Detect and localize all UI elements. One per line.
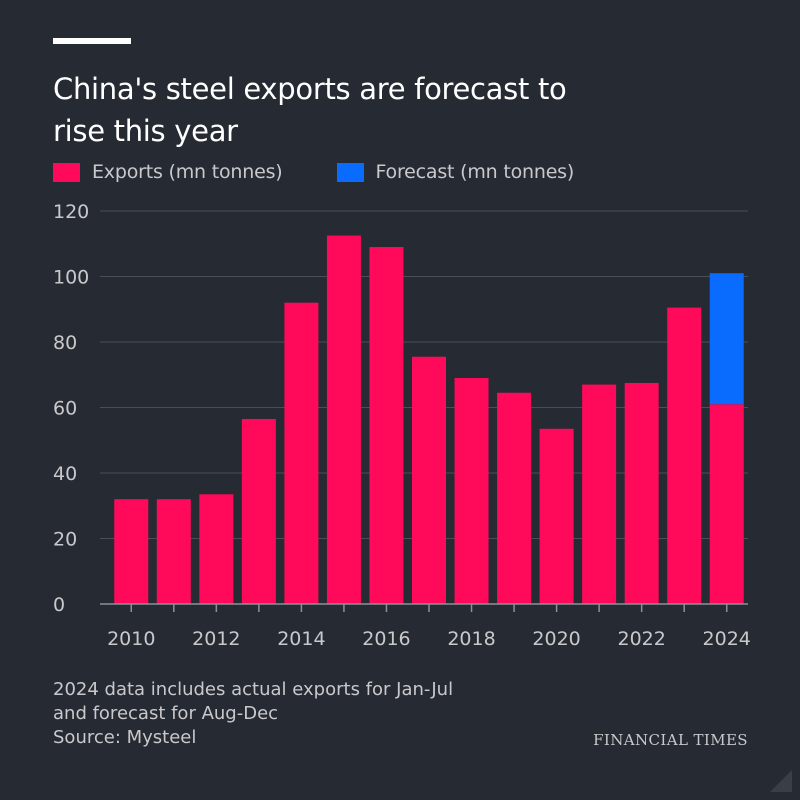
- bar-exports: [454, 378, 489, 604]
- note-line-1: 2024 data includes actual exports for Ja…: [53, 679, 454, 700]
- bar-exports: [624, 382, 659, 604]
- bar-exports: [412, 356, 446, 604]
- bar-exports: [241, 418, 276, 604]
- note-line-2: and forecast for Aug-Dec: [53, 703, 279, 724]
- bar-chart: 0 20 40 60 80 100 120 2010 2012 2014 2016 2018 2020 2…: [53, 201, 751, 650]
- x-tick-label: 2022: [617, 628, 665, 650]
- bar-exports: [114, 499, 149, 604]
- y-tick-label: 100: [53, 267, 89, 289]
- bar-exports: [539, 428, 574, 604]
- bar-exports: [369, 247, 404, 604]
- bar-exports: [582, 384, 617, 604]
- source-line: Source: Mysteel: [53, 727, 197, 748]
- header-accent-bar: [53, 38, 131, 44]
- y-tick-label: 0: [53, 594, 65, 616]
- x-tick-label: 2014: [277, 628, 325, 650]
- legend-label-exports: Exports (mn tonnes): [92, 161, 283, 183]
- legend-swatch-forecast: [336, 162, 364, 182]
- x-tick-label: 2016: [362, 628, 410, 650]
- bar-forecast: [709, 273, 744, 405]
- legend-item-forecast: Forecast (mn tonnes): [336, 161, 575, 183]
- bar-exports: [156, 499, 191, 604]
- y-tick-label: 40: [53, 463, 77, 485]
- x-tick-label: 2024: [703, 628, 751, 650]
- bar-exports: [667, 307, 702, 604]
- corner-fold-icon: [770, 770, 792, 792]
- x-tick-label: 2010: [107, 628, 155, 650]
- legend-item-exports: Exports (mn tonnes): [53, 161, 283, 183]
- legend-label-forecast: Forecast (mn tonnes): [375, 161, 575, 183]
- y-tick-label: 120: [53, 201, 89, 223]
- x-tick-label: 2012: [192, 628, 240, 650]
- chart-title-line2: rise this year: [53, 114, 238, 148]
- x-tick-label: 2020: [532, 628, 580, 650]
- financial-times-logo: FINANCIAL TIMES: [593, 731, 748, 749]
- y-tick-label: 60: [53, 398, 77, 420]
- chart-title: China's steel exports are forecast to ri…: [53, 68, 693, 152]
- bar-exports: [326, 235, 361, 604]
- chart-title-line1: China's steel exports are forecast to: [53, 72, 567, 106]
- x-tick-label: 2018: [447, 628, 495, 650]
- legend-swatch-exports: [53, 162, 80, 182]
- bar-exports: [709, 404, 744, 604]
- bar-exports: [199, 494, 234, 604]
- chart-legend: Exports (mn tonnes) Forecast (mn tonnes): [53, 158, 628, 186]
- y-tick-label: 20: [53, 529, 77, 551]
- bar-exports: [284, 302, 319, 604]
- chart-notes: 2024 data includes actual exports for Ja…: [53, 678, 613, 750]
- bar-exports: [497, 392, 532, 604]
- y-tick-label: 80: [53, 332, 77, 354]
